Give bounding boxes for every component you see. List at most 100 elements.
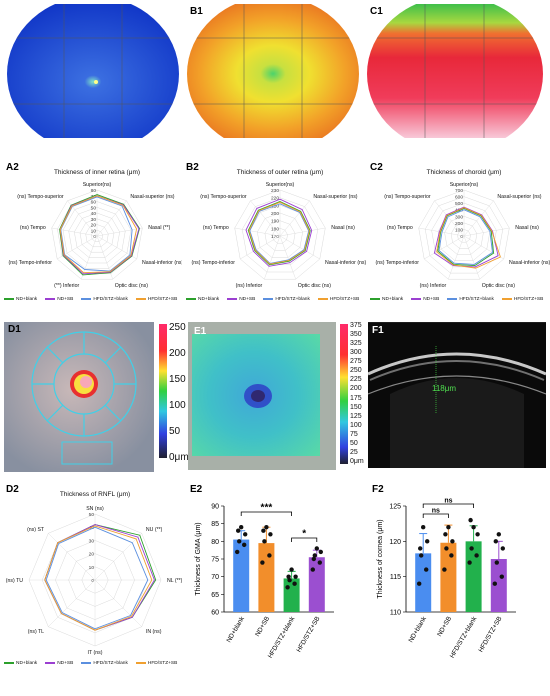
- radar-series-nd-blank: [59, 194, 140, 276]
- bar-hfd-stz-sb: [490, 559, 507, 612]
- radar-grid-ring: [457, 229, 471, 243]
- y-tick-label: 70: [211, 574, 219, 581]
- radar-grid-ring: [51, 189, 143, 280]
- x-tick-label: ND+SB: [254, 616, 271, 638]
- data-point: [468, 517, 473, 523]
- y-tick-label: 65: [211, 592, 219, 599]
- data-point: [500, 546, 505, 551]
- radar-tick-label: 10: [89, 565, 95, 571]
- data-point: [496, 532, 501, 537]
- data-point: [235, 549, 240, 555]
- radar-axis-label: (ns) Tempo-superior: [200, 194, 247, 200]
- radar-series-hfd-stz-blank: [45, 526, 149, 630]
- radar-axis-label: Nasal (**): [148, 225, 170, 231]
- radar-chart-choroid: Thickness of choroid (μm)010020030040050…: [376, 169, 550, 289]
- colorbar-tick-label: 275: [350, 358, 362, 366]
- map-b1: B1: [186, 4, 360, 138]
- radar-grid-ring: [74, 212, 120, 258]
- radar-spoke: [81, 235, 98, 280]
- radar-spoke: [463, 235, 504, 260]
- x-tick-label: ND+SB: [436, 616, 453, 638]
- map-d1: D1 250 200 150 100 50 0μm: [4, 322, 189, 472]
- f1-thickness-measure: 118μm: [432, 384, 457, 393]
- y-tick-label: 80: [211, 539, 219, 546]
- colorbar-tick-label: 125: [350, 412, 362, 420]
- radar-spoke: [94, 579, 142, 627]
- legend-swatch: [447, 297, 458, 300]
- data-point: [419, 553, 424, 558]
- radar-spoke: [279, 227, 326, 237]
- radar-grid-ring: [85, 224, 109, 248]
- legend-d2: ND+blank ND+SB HFD/STZ+blank HFD/STZ+SB: [4, 661, 177, 666]
- radar-spoke: [434, 200, 465, 237]
- bar-nd-sb: [258, 543, 275, 612]
- radar-axis-label: (ns) Tempo-inferior: [376, 260, 420, 266]
- radar-spoke: [234, 227, 281, 237]
- colorbar-tick-label: 100: [350, 421, 362, 429]
- legend-label: ND+SB: [57, 297, 74, 302]
- radar-grid-ring: [418, 189, 510, 280]
- radar-tick-label: 40: [89, 525, 95, 531]
- chart-title: Thickness of outer retina (μm): [237, 169, 323, 176]
- radar-axis-label: NU (**): [146, 527, 163, 533]
- legend-item: HFD/STZ+blank: [81, 661, 128, 666]
- legend-swatch: [45, 297, 56, 300]
- radar-spoke: [448, 235, 465, 280]
- legend-item: ND+SB: [227, 297, 255, 302]
- radar-axis-label: (ns) Tempo-superior: [17, 194, 64, 200]
- radar-axis-label: (ns) Tempo-inferior: [192, 260, 236, 266]
- radar-spoke: [463, 227, 510, 237]
- radar-spoke: [250, 200, 281, 237]
- radar-tick-label: 10: [91, 228, 97, 234]
- radar-c2-panel: C2 Thickness of choroid (μm)010020030040…: [366, 160, 550, 306]
- data-point: [237, 539, 242, 544]
- map-b1-image: [187, 4, 359, 138]
- radar-grid-ring: [444, 216, 484, 255]
- chart-title: Thickness of inner retina (μm): [54, 169, 140, 176]
- chart-title: Thickness of RNFL (μm): [60, 491, 130, 498]
- data-point: [314, 546, 319, 551]
- x-tick-label: ND+blank: [226, 615, 247, 644]
- y-tick-label: 110: [390, 610, 401, 617]
- radar-tick-label: 50: [91, 205, 97, 211]
- radar-axis-label: (ns) ST: [27, 527, 45, 533]
- legend-item: ND+SB: [411, 297, 439, 302]
- radar-series-hfd-stz-sb: [44, 525, 153, 631]
- radar-series-hfd-stz-sb: [248, 201, 310, 265]
- radar-series-hfd-stz-blank: [438, 209, 493, 265]
- radar-grid-ring: [68, 207, 126, 264]
- bar-chart-cornea: 110 115 120 125 Thickness of cornea (μm) ND+b…: [377, 498, 516, 660]
- panel-label-f1: F1: [372, 325, 384, 336]
- legend-label: HFD/STZ+blank: [93, 661, 128, 666]
- data-point: [446, 525, 451, 530]
- data-point: [285, 585, 290, 590]
- legend-item: HFD/STZ+SB: [135, 297, 177, 302]
- radar-series-hfd-stz-blank: [60, 196, 133, 272]
- radar-tick-label: 170: [271, 234, 279, 240]
- panel-label-b2: B2: [186, 162, 199, 173]
- radar-tick-label: 50: [89, 512, 95, 518]
- data-point: [317, 560, 322, 565]
- data-point: [417, 581, 422, 586]
- radar-tick-label: 30: [89, 538, 95, 544]
- radar-tick-label: 0: [91, 578, 94, 584]
- panel-label-d1: D1: [8, 324, 21, 335]
- x-tick-label: HFD/STZ+SB: [478, 616, 504, 654]
- legend-swatch: [4, 661, 14, 664]
- panel-label-a1: A1: [10, 6, 23, 17]
- radar-axis-label: NL (**): [167, 578, 182, 584]
- radar-tick-label: 180: [271, 226, 279, 232]
- radar-axis-label: Nasal-inferior (ns): [325, 260, 366, 266]
- radar-a2-panel: A2 Thickness of inner retina (μm) 0102030…: [0, 160, 182, 306]
- colorbar-e1-ticks: 375 350 325 300 275 250 225 200 175 150 125 100 75 50…: [350, 322, 370, 468]
- bar-chart-gma: 60 65 70 75 80 85 90 Thickness of GMA (μm) ND+bl…: [195, 503, 334, 660]
- radar-spoke: [418, 227, 465, 237]
- data-point: [318, 549, 323, 555]
- radar-tick-label: 20: [91, 223, 97, 229]
- radar-spoke: [240, 235, 281, 260]
- data-point: [311, 556, 316, 562]
- radar-axis-label: (ns) TL: [28, 629, 44, 635]
- significance-label: ns: [432, 508, 440, 515]
- radar-axis-label: (ns) Tempo: [20, 225, 46, 231]
- radar-tick-label: 60: [91, 200, 97, 206]
